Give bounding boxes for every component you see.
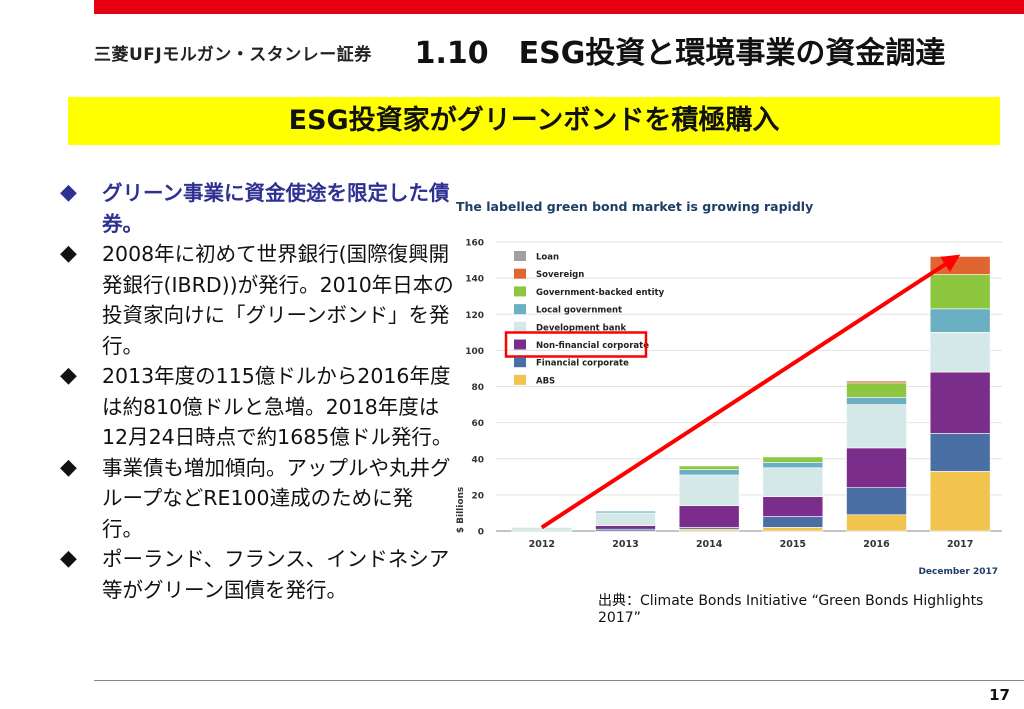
legend-label: ABS (536, 376, 555, 386)
diamond-bullet-icon: ◆ (60, 180, 77, 205)
diamond-bullet-icon: ◆ (60, 241, 77, 266)
y-axis-label: $ Billions (456, 487, 466, 534)
legend-label: Sovereign (536, 270, 584, 280)
growth-arrow-head (940, 254, 961, 273)
bullet-item: ◆ 事業債も増加傾向。アップルや丸井グループなどRE100達成のために発行。 (58, 453, 454, 545)
top-red-bar (94, 0, 1024, 14)
page-number: 17 (989, 686, 1010, 704)
bar-segment (846, 447, 907, 488)
bullet-text: ポーランド、フランス、インドネシア等がグリーン国債を発行。 (102, 547, 450, 602)
legend-swatch (514, 339, 526, 350)
chart-svg: The labelled green bond market is growin… (456, 199, 1002, 577)
bar-segment (511, 527, 573, 532)
chart-footnote: December 2017 (918, 567, 998, 577)
legend-label: Development bank (536, 323, 627, 333)
diamond-bullet-icon: ◆ (60, 546, 77, 571)
bullet-item: ◆ グリーン事業に資金使途を限定した債券。 (58, 178, 454, 239)
y-tick-label: 140 (465, 275, 484, 285)
bullet-text: 2008年に初めて世界銀行(国際復興開発銀行(IBRD))が発行。2010年日本… (102, 242, 454, 358)
y-tick-label: 40 (471, 455, 484, 465)
x-tick-label: 2013 (612, 539, 638, 550)
legend-highlight-box (504, 331, 648, 358)
headline-banner: ESG投資家がグリーンボンドを積極購入 (68, 97, 1000, 145)
bar-segment (678, 469, 740, 476)
green-bond-chart: The labelled green bond market is growin… (450, 190, 1010, 585)
bar-segment (595, 525, 656, 530)
bar-segment (762, 467, 824, 497)
bar-segment (762, 462, 824, 469)
bullet-item: ◆ ポーランド、フランス、インドネシア等がグリーン国債を発行。 (58, 544, 454, 605)
bar-segment (678, 474, 740, 507)
bullet-item: ◆ 2008年に初めて世界銀行(国際復興開発銀行(IBRD))が発行。2010年… (58, 239, 454, 361)
y-tick-label: 100 (465, 347, 484, 357)
bar-segment (678, 465, 740, 470)
bar-segment (762, 516, 824, 528)
legend-label: Local government (536, 306, 622, 316)
bullet-text: 2013年度の115億ドルから2016年度は約810億ドルと急増。2018年度は… (102, 364, 453, 449)
bar-segment (762, 527, 824, 532)
x-tick-label: 2014 (696, 539, 723, 550)
bar-segment (846, 404, 907, 449)
bar-segment (929, 371, 991, 434)
legend-label: Loan (536, 253, 559, 263)
source-citation: 出典：Climate Bonds Initiative “Green Bonds… (598, 593, 984, 626)
x-tick-label: 2016 (863, 539, 890, 550)
bar-segment (678, 505, 740, 528)
bar-segment (762, 456, 824, 463)
bar-segment (846, 487, 907, 516)
y-tick-label: 120 (465, 311, 484, 321)
page-title: 1.10 ESG投資と環境事業の資金調達 (414, 36, 946, 71)
legend-swatch (514, 251, 526, 261)
bar-segment (929, 471, 991, 532)
bar-segment (846, 397, 907, 405)
bar-segment (595, 512, 656, 526)
bar-segment (929, 332, 991, 373)
bar-segment (846, 380, 907, 384)
bar-segment (846, 514, 907, 532)
bar-segment (929, 308, 991, 333)
bullet-list: ◆ グリーン事業に資金使途を限定した債券。 ◆ 2008年に初めて世界銀行(国際… (58, 178, 454, 605)
bar-segment (929, 433, 991, 472)
y-tick-label: 60 (471, 419, 484, 429)
legend-swatch (514, 321, 526, 332)
x-tick-label: 2015 (780, 539, 806, 550)
legend-swatch (514, 374, 526, 385)
x-tick-label: 2017 (947, 539, 973, 550)
chart-title: The labelled green bond market is growin… (456, 199, 813, 214)
footer-divider (94, 680, 1024, 681)
x-tick-label: 2012 (529, 539, 555, 550)
legend-swatch (514, 304, 526, 315)
diamond-bullet-icon: ◆ (60, 454, 77, 480)
bar-segment (595, 510, 656, 514)
bar-segment (762, 496, 824, 517)
legend-label: Non-financial corporate (536, 341, 649, 351)
bullet-text: 事業債も増加傾向。アップルや丸井グループなどRE100達成のために発行。 (102, 455, 451, 541)
diamond-bullet-icon: ◆ (60, 363, 77, 388)
growth-arrow-line (540, 262, 947, 530)
y-tick-label: 20 (471, 491, 484, 501)
company-logo: 三菱UFJモルガン・スタンレー証券 (94, 45, 372, 65)
y-tick-label: 0 (478, 528, 484, 538)
legend-swatch (514, 357, 526, 368)
legend-label: Financial corporate (536, 359, 629, 369)
legend-swatch (514, 268, 526, 279)
legend-label: Government-backed entity (536, 288, 665, 298)
y-tick-label: 80 (471, 383, 484, 393)
legend-swatch (514, 286, 526, 297)
bar-segment (929, 274, 991, 310)
y-tick-label: 160 (465, 239, 484, 249)
bullet-text: グリーン事業に資金使途を限定した債券。 (102, 181, 450, 236)
bar-segment (929, 256, 991, 275)
bullet-item: ◆ 2013年度の115億ドルから2016年度は約810億ドルと急増。2018年… (58, 361, 454, 453)
bar-segment (846, 382, 907, 398)
